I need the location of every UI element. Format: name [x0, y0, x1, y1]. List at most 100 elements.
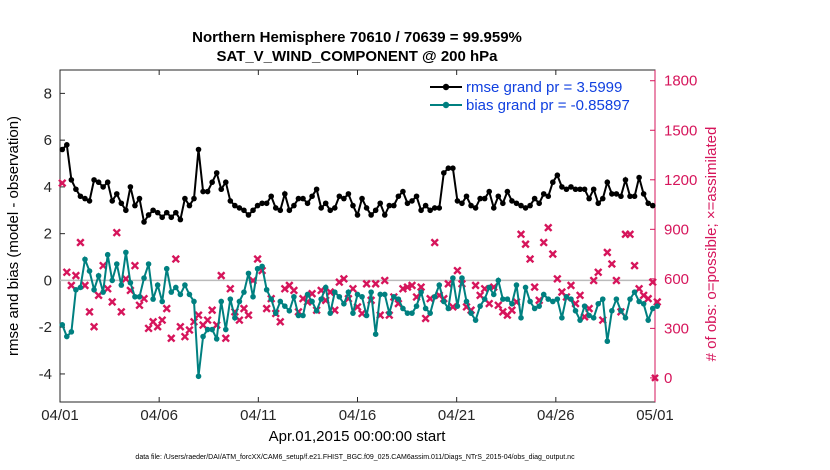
obs-count-point [130, 261, 140, 270]
bias-point [454, 303, 461, 309]
obs-count-point [85, 307, 94, 317]
rmse-point [613, 191, 620, 197]
rmse-point [463, 193, 470, 200]
bias-point [168, 289, 175, 295]
bias-point [309, 298, 315, 305]
bias-point [613, 296, 620, 302]
rmse-point [331, 205, 338, 211]
bias-point [64, 333, 70, 340]
bias-point [91, 286, 97, 293]
bias-point [127, 279, 134, 286]
rmse-point [431, 205, 438, 211]
obs-count-point [362, 279, 371, 288]
rmse-point [350, 202, 356, 209]
obs-count-point [566, 281, 576, 290]
y-tick-label: 0 [44, 272, 52, 289]
bias-point [459, 275, 465, 281]
legend-bias-swatch-marker [442, 101, 450, 109]
obs-count-point [326, 287, 335, 297]
obs-count-point [108, 297, 117, 307]
bias-point [86, 268, 93, 274]
y2-tick-label: 600 [664, 271, 689, 288]
bias-point [627, 296, 633, 302]
rmse-point [468, 202, 474, 209]
y2-tick-label: 0 [664, 370, 672, 387]
bias-point [490, 291, 497, 298]
rmse-point [336, 193, 343, 200]
bias-point [259, 263, 265, 270]
bias-point [554, 296, 561, 302]
rmse-point [400, 188, 406, 195]
obs-count-point [475, 291, 485, 300]
rmse-point [222, 179, 229, 186]
rmse-point [182, 195, 188, 202]
obs-count-point [339, 274, 349, 283]
obs-count-point [380, 276, 389, 285]
rmse-point [209, 179, 215, 186]
bias-point [268, 296, 275, 302]
obs-count-point [144, 324, 153, 333]
rmse-point [304, 200, 311, 207]
rmse-point [200, 188, 206, 195]
bias-point [372, 331, 379, 337]
rmse-point [527, 202, 533, 209]
rmse-point [513, 200, 520, 207]
rmse-point [500, 200, 506, 207]
rmse-point [341, 195, 347, 202]
bias-point [100, 289, 106, 295]
rmse-point [318, 205, 324, 211]
rmse-point [204, 188, 211, 195]
rmse-point [291, 202, 297, 209]
y2-tick-label: 1500 [664, 122, 697, 139]
obs-count-point [167, 334, 176, 343]
obs-count-point [135, 301, 144, 310]
legend-rmse-swatch-marker [442, 83, 450, 91]
bias-point [572, 308, 579, 314]
obs-count-point [244, 311, 253, 320]
rmse-point [195, 146, 202, 153]
bias-point [291, 293, 297, 300]
rmse-point [313, 186, 320, 193]
rmse-point [77, 193, 84, 200]
rmse-point [486, 188, 493, 195]
rmse-point [481, 195, 488, 202]
x-tick-label: 04/26 [537, 407, 575, 424]
bias-point [481, 296, 488, 302]
bias-point [486, 284, 493, 291]
bias-point [82, 256, 88, 263]
rmse-point [163, 209, 170, 216]
rmse-point [404, 200, 411, 207]
rmse-point [490, 205, 497, 211]
rmse-point [113, 191, 120, 197]
rmse-point [604, 179, 611, 186]
bias-point [272, 310, 279, 316]
bias-point [209, 326, 215, 333]
bias-point [345, 289, 352, 295]
bias-point [468, 310, 474, 316]
rmse-point [82, 195, 88, 202]
rmse-point [145, 212, 152, 218]
obs-count-point [221, 334, 230, 343]
bias-point [318, 296, 324, 302]
bias-point [618, 308, 624, 314]
bias-point [445, 305, 452, 312]
rmse-point [518, 202, 524, 209]
bias-point [313, 308, 320, 314]
obs-count-point [289, 286, 299, 295]
rmse-point [95, 179, 102, 186]
rmse-point [645, 200, 651, 207]
obs-count-point [644, 294, 653, 303]
rmse-point [599, 195, 606, 202]
obs-count-point [521, 240, 530, 249]
rmse-point [577, 186, 583, 193]
rmse-point [159, 214, 165, 221]
rmse-point [141, 219, 147, 225]
bias-point [213, 336, 220, 342]
bias-point [463, 298, 470, 305]
bias-point [368, 289, 374, 295]
bias-point [540, 291, 547, 298]
rmse-point [232, 202, 238, 209]
y2-tick-label: 300 [664, 320, 689, 337]
bias-point [422, 305, 429, 312]
